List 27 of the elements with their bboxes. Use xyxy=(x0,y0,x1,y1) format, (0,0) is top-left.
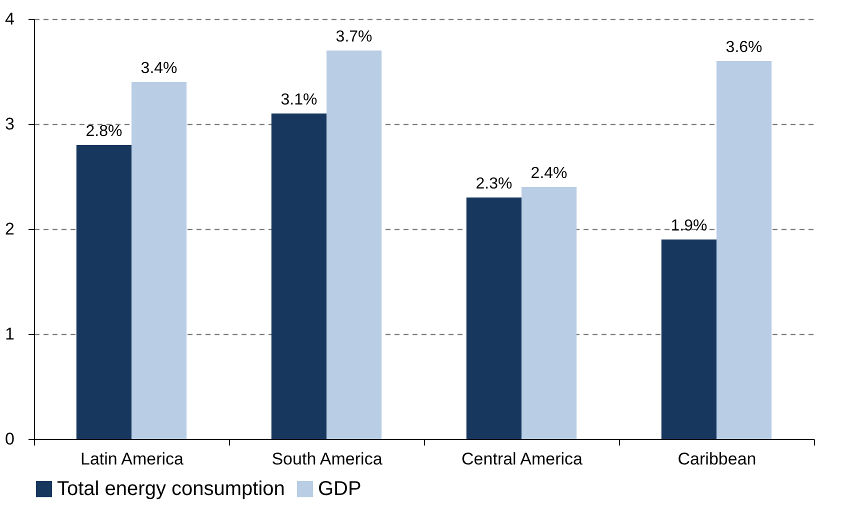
data-label: 2.4% xyxy=(530,165,568,182)
bar xyxy=(466,198,522,439)
legend-label: Total energy consumption xyxy=(57,478,285,500)
x-tick-label: Latin America xyxy=(80,450,184,468)
data-label: 3.6% xyxy=(726,39,762,56)
bar xyxy=(522,187,577,439)
y-tick-label: 1 xyxy=(5,324,14,344)
y-tick-label: 0 xyxy=(5,430,14,448)
x-tick-label: South America xyxy=(272,450,383,468)
bar xyxy=(326,50,382,439)
bar xyxy=(76,145,132,439)
legend-label: GDP xyxy=(318,478,362,500)
data-label: 3.4% xyxy=(140,60,178,77)
bar xyxy=(132,82,187,439)
data-label: 2.3% xyxy=(476,176,512,192)
bar xyxy=(661,240,716,439)
y-tick-label: 3 xyxy=(5,114,14,134)
y-tick-label: 4 xyxy=(5,10,14,28)
y-tick-label: 2 xyxy=(5,220,14,238)
data-label: 2.8% xyxy=(86,123,122,140)
x-tick-label: Central America xyxy=(462,450,584,468)
data-label: 1.9% xyxy=(670,218,708,234)
bar xyxy=(271,114,326,439)
x-tick-label: Caribbean xyxy=(678,450,756,468)
data-label: 3.7% xyxy=(336,28,372,46)
bar xyxy=(716,61,772,439)
data-label: 3.1% xyxy=(280,92,318,108)
